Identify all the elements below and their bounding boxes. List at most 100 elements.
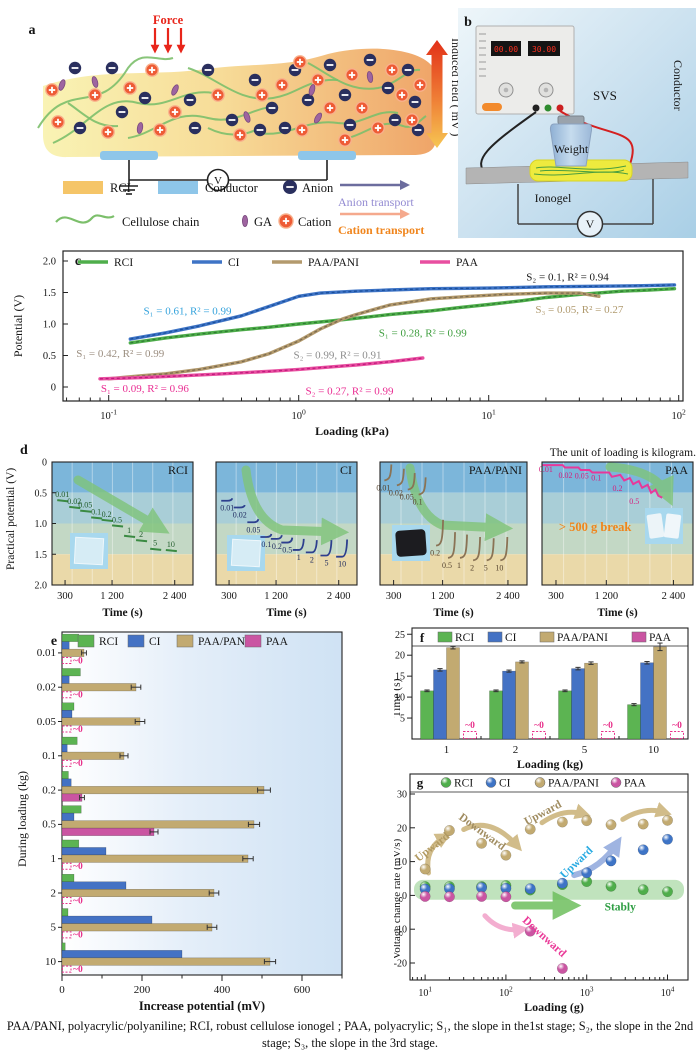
segment-label: 0.05 <box>575 472 589 481</box>
bar-RCI <box>61 771 69 780</box>
data-point <box>443 891 455 903</box>
data-point <box>524 925 536 937</box>
segment <box>80 509 92 513</box>
annotation: S₁ = 0.61, R² = 0.99 <box>144 305 232 317</box>
segment-label: 5 <box>324 558 328 567</box>
fit-line-PAA <box>99 357 423 380</box>
x-axis-label: Time (s) <box>102 607 143 619</box>
terminal-black <box>532 104 540 112</box>
segment <box>435 519 444 547</box>
legend-label-RCI: RCI <box>99 636 118 648</box>
electrode-left <box>100 151 158 160</box>
zero-label: ~0 <box>73 896 83 906</box>
minus-icon <box>346 124 354 126</box>
segment <box>447 532 456 559</box>
fit-line-CI <box>130 284 675 340</box>
legend-swatch-PAA <box>610 777 622 788</box>
data-point <box>605 819 617 831</box>
y-tick-label: 30 <box>397 790 407 801</box>
x-axis-label: Loading (kg) <box>517 757 583 771</box>
data-point <box>500 849 512 861</box>
zero-box <box>532 731 546 739</box>
pd-svg: d The unit of loading is kilogram. Practic… <box>5 443 696 619</box>
minus-icon <box>268 107 276 109</box>
series-CI <box>419 833 673 895</box>
bar-RCI <box>61 908 69 917</box>
unit-note: The unit of loading is kilogram. <box>550 447 696 459</box>
segment <box>233 504 246 509</box>
data-point <box>637 818 649 830</box>
minus-icon <box>341 94 349 96</box>
legend-label-CI: CI <box>499 778 511 790</box>
legend-cation-label: Cation <box>298 215 332 229</box>
x-tick-label: 1 200 <box>431 591 455 602</box>
knob-dot <box>503 87 509 93</box>
gel-sample-dark <box>395 529 427 557</box>
panel-a-label: a <box>29 23 36 38</box>
legend-rci-label: RCI <box>110 181 131 195</box>
legend-label-RCI: RCI <box>454 778 473 790</box>
subplot-PAA/PANI: 0.010.020.050.1 0.20.5 1 2 5 10 PAA/PANI 300 1 2… <box>376 461 528 619</box>
ga-icon <box>91 76 99 88</box>
data-point <box>662 886 673 898</box>
x-tick-label: 2 400 <box>327 591 351 602</box>
x-tick-label: 300 <box>57 591 73 602</box>
segment <box>221 498 234 502</box>
display-right-value: 30.00 <box>532 45 556 54</box>
y-axis-label: Voltage change rate (mV/s) <box>394 838 403 959</box>
bar-RCI <box>61 668 81 677</box>
segment <box>150 547 162 551</box>
annotation: S₁ = 0.28, R² = 0.99 <box>379 327 467 339</box>
zero-box <box>62 965 72 973</box>
minus-icon <box>366 59 374 61</box>
segment-label: 5 <box>153 539 157 548</box>
band <box>216 462 357 493</box>
power-supply <box>475 25 575 115</box>
segment-label: 0.05 <box>246 525 260 534</box>
category-label: 10 <box>45 956 57 968</box>
segment-label: 0.01 <box>376 483 390 492</box>
svs-label: SVS <box>593 88 617 103</box>
zero-box <box>62 759 72 767</box>
plus-icon <box>377 124 379 132</box>
legend-swatch-CI <box>127 634 145 648</box>
trend-arrow <box>620 802 672 822</box>
figure-caption: PAA/PANI, polyacrylic/polyaniline; RCI, … <box>6 1019 694 1051</box>
legend-swatch-RCI <box>437 631 453 643</box>
subplot-frame <box>379 461 528 586</box>
data-point <box>419 890 431 902</box>
zero-label: ~0 <box>73 965 83 975</box>
zero-label: ~0 <box>603 721 613 731</box>
cellulose-chain-icon <box>55 214 115 224</box>
legend-label-PAA/PANI: PAA/PANI <box>198 636 249 648</box>
induced-field-arrow-icon <box>426 40 448 148</box>
zero-label: ~0 <box>73 931 83 941</box>
annotation: S₃ = 0.05, R² = 0.27 <box>535 304 623 316</box>
plus-icon <box>285 217 287 225</box>
band <box>380 462 527 493</box>
y-tick-label: 1.0 <box>43 320 56 331</box>
voltmeter-icon <box>576 210 604 238</box>
legend-label-CI: CI <box>228 257 240 269</box>
bar-PAA/PANI <box>61 957 271 966</box>
x-tick-label: 300 <box>548 591 564 602</box>
segment <box>69 505 81 510</box>
plus-icon <box>217 91 219 99</box>
data-point <box>581 867 593 879</box>
legend-cellulose-label: Cellulose chain <box>122 215 200 229</box>
minus-icon <box>228 119 236 121</box>
annotation-stably: Stably <box>605 902 637 914</box>
legend-label-PAA: PAA <box>266 636 289 648</box>
bar-PAA <box>61 793 83 802</box>
minus-icon <box>391 119 399 121</box>
segment-label: 10 <box>338 560 346 569</box>
panel-b-setup-photo: b 00.00 30.00 SVS Weight Ionogel V Conductor <box>458 8 698 240</box>
data-point <box>476 837 488 849</box>
y-tick-label: 15 <box>395 672 405 683</box>
x-tick-label: 2 400 <box>662 591 686 602</box>
ga-icon <box>171 84 179 96</box>
y-tick-label: 10 <box>397 857 407 868</box>
segment <box>165 548 177 553</box>
